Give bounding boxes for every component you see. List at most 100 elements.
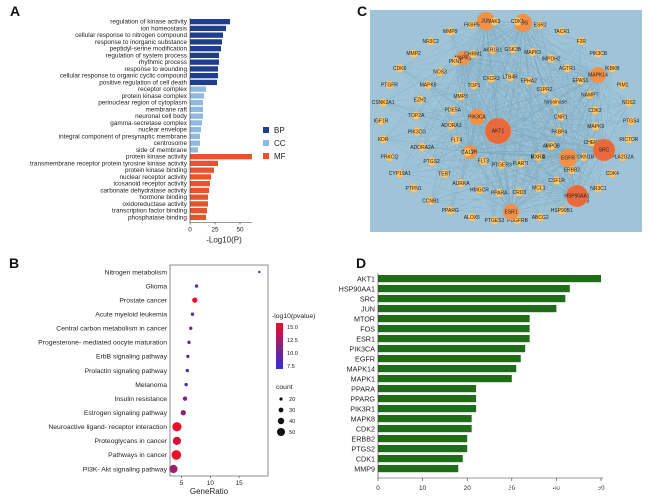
category-label: MAPK14	[347, 364, 375, 373]
network-node-label: PIM1	[617, 82, 629, 88]
network-node	[540, 85, 549, 94]
network-node-label: CDK2	[588, 108, 602, 114]
network-node-label: MAPK9	[587, 124, 604, 130]
x-tick-label: 50	[236, 227, 244, 234]
network-node	[535, 212, 545, 222]
network-edge	[383, 116, 478, 140]
network-node-label: JAK3	[488, 19, 500, 25]
color-legend-tick: 12.5	[287, 338, 298, 344]
bar	[190, 106, 203, 113]
network-edge	[510, 210, 562, 213]
network-edge	[485, 20, 529, 82]
network-node	[551, 97, 560, 107]
category-label: regulation of system process	[106, 52, 187, 59]
bar	[190, 127, 201, 133]
bar	[190, 201, 208, 207]
color-legend-tick: 15.0	[287, 325, 298, 331]
network-node-label: MCL1	[532, 186, 546, 192]
network-node	[547, 141, 556, 151]
data-point	[186, 354, 190, 359]
x-axis-title: -Log10(P)	[206, 236, 242, 245]
network-edge	[422, 57, 464, 148]
x-tick-label: 40	[553, 485, 561, 492]
category-label: neuronal cell body	[135, 113, 188, 120]
legend-label: BP	[274, 126, 285, 135]
network-node-label: NOS2	[622, 100, 636, 106]
network-edge	[450, 31, 478, 118]
bar	[190, 79, 217, 86]
category-label: cellular response to nitrogen compound	[75, 32, 187, 39]
network-edge	[476, 68, 568, 118]
network-node-label: NR3C1	[590, 186, 607, 192]
size-legend-dot	[277, 428, 285, 436]
network-node-label: CXCR3	[483, 76, 500, 82]
network-edge	[522, 22, 556, 103]
bar	[190, 59, 219, 65]
network-edge	[469, 151, 599, 189]
network-node	[624, 135, 634, 144]
network-node	[533, 152, 543, 162]
network-edge	[567, 68, 613, 159]
bar	[190, 167, 214, 173]
network-node-label: CNR1	[554, 114, 568, 120]
bar	[378, 275, 601, 283]
network-node-label: CDK4	[606, 171, 620, 177]
network-node	[590, 105, 600, 115]
network-edge	[510, 156, 623, 213]
network-edge	[501, 164, 578, 197]
data-point	[180, 410, 186, 416]
panel-a-letter: A	[10, 3, 20, 19]
network-edge	[510, 68, 613, 213]
network-edge	[469, 101, 556, 153]
network-edge	[491, 78, 605, 151]
size-legend-title: count	[276, 384, 293, 391]
bar	[190, 120, 202, 126]
category-label: Prolactin signaling pathway	[85, 368, 168, 375]
color-legend-bar	[276, 323, 283, 369]
network-edge	[430, 130, 499, 201]
network-node-label: MAPK8	[420, 83, 437, 89]
bar	[378, 455, 463, 463]
data-point	[169, 464, 178, 474]
legend-label: CC	[274, 139, 286, 148]
network-node-label: ADORA3	[441, 123, 462, 129]
category-label: icosanoid receptor activity	[113, 181, 187, 188]
category-label: ion homeostasis	[141, 25, 187, 32]
category-label: MTOR	[354, 314, 375, 323]
network-node-label: NOS3	[433, 70, 447, 76]
network-node-label: PTGFR	[381, 82, 398, 88]
network-node	[618, 152, 627, 162]
x-tick-label: 50	[597, 485, 605, 492]
network-edge	[528, 80, 578, 197]
category-label: Estrogen signaling pathway	[84, 410, 168, 417]
network-node	[409, 184, 418, 193]
category-label: Acute myeloid leukemia	[95, 312, 167, 319]
bar	[378, 435, 468, 443]
data-point	[187, 340, 191, 345]
network-edge	[450, 195, 578, 211]
network-node	[562, 63, 572, 73]
network-node-label: PTGES3	[485, 218, 505, 224]
network-edge	[510, 156, 539, 213]
category-label: FOS	[360, 324, 375, 333]
network-node	[626, 116, 636, 126]
category-label: EGFR	[355, 354, 375, 363]
network-node	[516, 159, 526, 168]
network-node	[624, 98, 634, 107]
network-node-label: SRC	[599, 148, 610, 154]
network-node	[589, 66, 607, 84]
network-edge	[399, 173, 512, 213]
network-edge	[497, 130, 578, 197]
network-edge	[469, 120, 632, 153]
category-label: carbonate dehydratase activity	[100, 187, 187, 194]
network-edge	[450, 210, 512, 213]
network-edge	[416, 20, 487, 116]
x-tick-label: 30	[508, 485, 516, 492]
network-node-label: PTGER3	[492, 162, 512, 168]
network-node-label: ESR2	[534, 22, 547, 28]
category-label: cellular response to organic cyclic comp…	[60, 73, 188, 80]
data-point	[185, 368, 189, 373]
panel-c-network: JUNFOSPTGS4RICTORPLA2G2ACDK4NR3C1S1PR3HS…	[370, 10, 642, 232]
network-nodes: JUNFOSPTGS4RICTORPLA2G2ACDK4NR3C1S1PR3HS…	[372, 11, 639, 225]
network-node-label: CHRM1	[464, 52, 482, 58]
